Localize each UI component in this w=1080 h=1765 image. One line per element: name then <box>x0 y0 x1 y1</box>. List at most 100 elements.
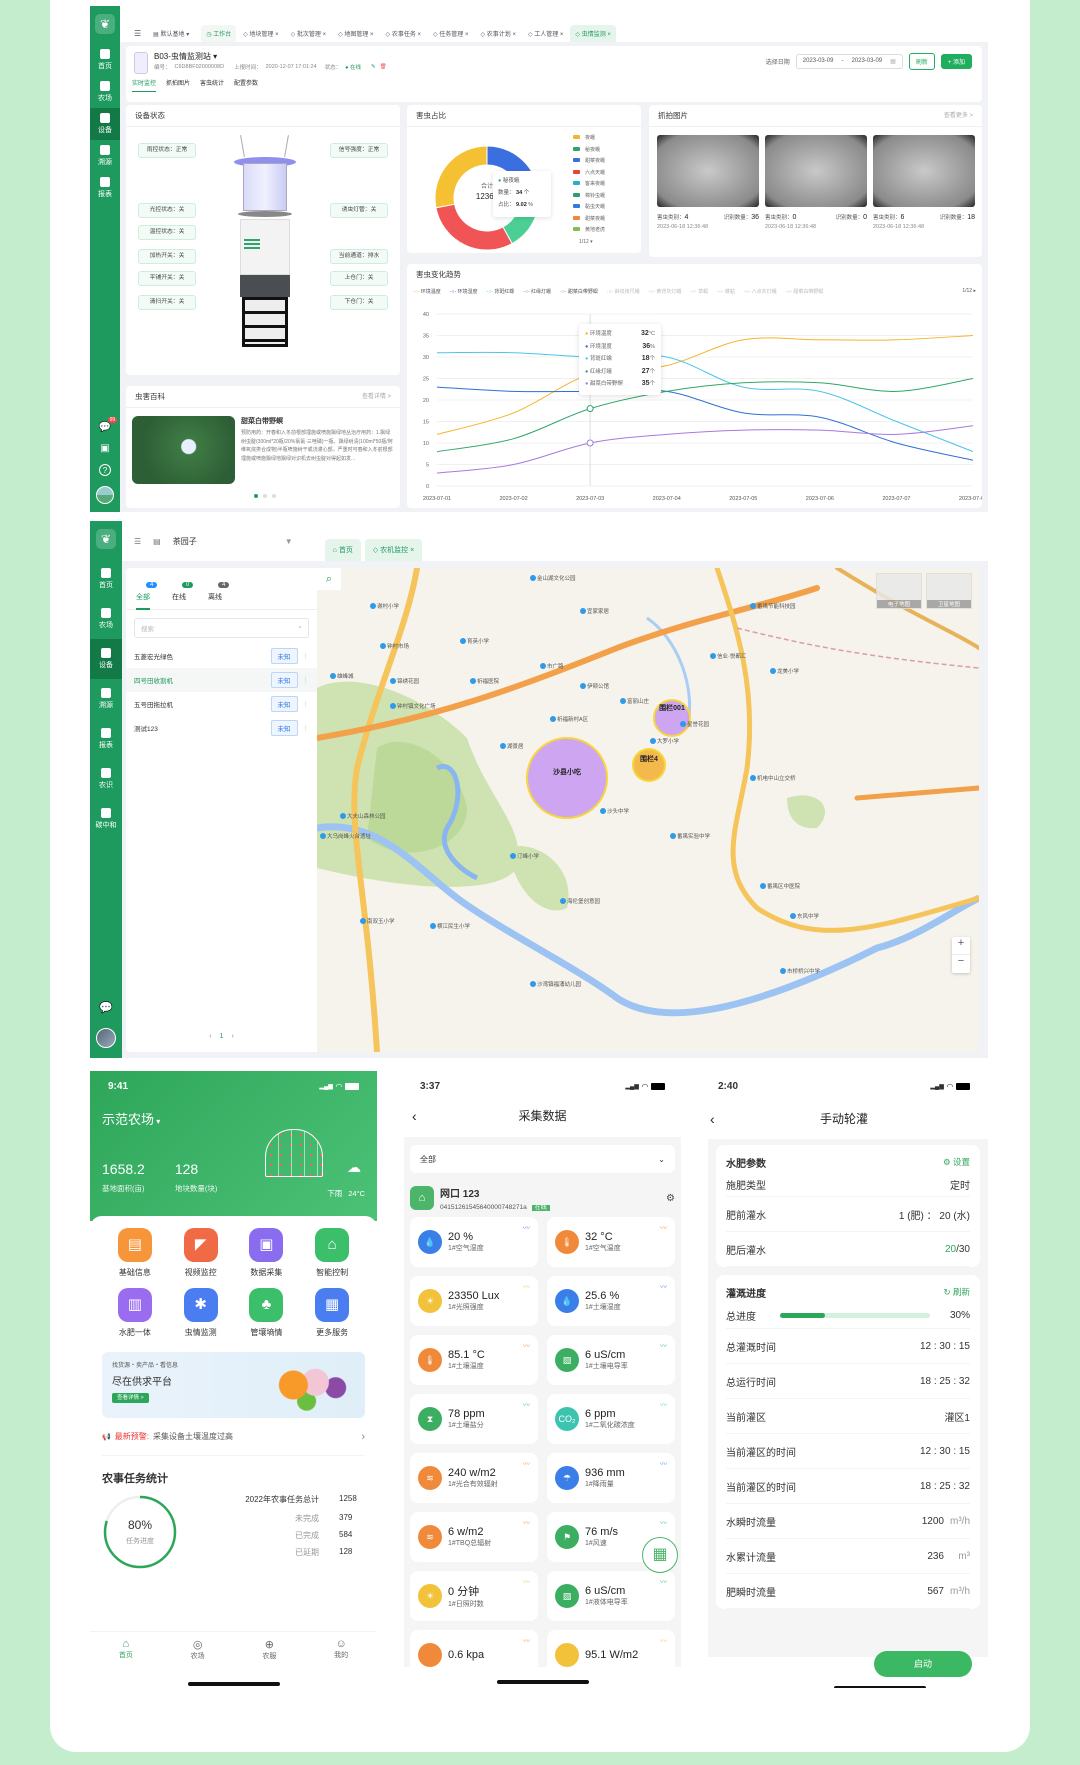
filter-tab-1[interactable]: 在线 0 <box>172 582 194 609</box>
tab-0[interactable]: ◷ 工作台 <box>201 25 237 42</box>
capture-photo[interactable] <box>657 135 759 207</box>
tab-3[interactable]: ◇ 地图管理 × <box>333 25 378 42</box>
sidebar-item-0[interactable]: 首页 <box>90 44 120 76</box>
tab-7[interactable]: ◇ 工人管理 × <box>523 25 568 42</box>
trend-icon[interactable]: 〰 <box>660 1520 667 1527</box>
chevron-down-icon[interactable]: ▼ <box>284 536 293 546</box>
trend-icon[interactable]: 〰 <box>523 1343 530 1350</box>
refresh-button[interactable]: ↻ 刷新 <box>944 1286 971 1298</box>
close-icon[interactable]: × <box>408 547 415 554</box>
trend-icon[interactable]: 〰 <box>523 1520 530 1527</box>
back-button[interactable]: ‹ <box>710 1111 715 1127</box>
legend-item-inactive[interactable]: -○- 甜菜白带野螟 <box>786 288 824 295</box>
prev-page-button[interactable]: ‹ <box>209 1033 212 1040</box>
chat-icon[interactable]: 💬 <box>99 1002 113 1014</box>
trend-icon[interactable]: 〰 <box>523 1402 530 1409</box>
sensor-card[interactable]: ⧗ 78 ppm 1#土壤盐分 〰 <box>410 1394 538 1444</box>
more-options-icon[interactable]: ⋮ <box>302 701 310 708</box>
sensor-card[interactable]: 🌡 85.1 °C 1#土壤温度 〰 <box>410 1335 538 1385</box>
app-shortcut[interactable]: ▥ 水肥一体 <box>102 1288 168 1338</box>
legend-item[interactable]: 黄地老虎 <box>573 225 605 237</box>
sensor-card[interactable]: 0.6 kpa 〰 <box>410 1630 538 1667</box>
capture-photo[interactable] <box>765 135 867 207</box>
machine-list-item[interactable]: 五菱宏光绿色 未知 ⋮ <box>126 644 317 668</box>
legend-item-inactive[interactable]: -○- 斜纹夜尺蛾 <box>607 288 640 295</box>
farm-selector[interactable]: 示范农场 ▾ <box>102 1109 160 1128</box>
date-from[interactable]: 2023-03-09 <box>802 58 834 64</box>
subtab-3[interactable]: 配置参数 <box>234 81 259 87</box>
legend-item-inactive[interactable]: -○- 草螟 <box>690 288 708 295</box>
map-layer-toggle-0[interactable]: 电子地图 <box>876 573 922 609</box>
menu-toggle-icon[interactable]: ☰ <box>134 536 142 546</box>
close-icon[interactable]: × <box>415 32 422 38</box>
trend-icon[interactable]: 〰 <box>660 1284 667 1291</box>
trend-icon[interactable]: 〰 <box>523 1579 530 1586</box>
zoom-out-button[interactable]: − <box>957 955 965 967</box>
geofence-circle[interactable] <box>526 737 608 819</box>
trend-icon[interactable]: 〰 <box>660 1225 667 1232</box>
trend-icon[interactable]: 〰 <box>523 1638 530 1645</box>
sensor-card[interactable]: ☀ 0 分钟 1#日照时数 〰 <box>410 1571 538 1621</box>
capture-photo[interactable] <box>873 135 975 207</box>
sidebar-item-1[interactable]: 农场 <box>90 599 122 639</box>
banner-button[interactable]: 查看详情 > <box>112 1393 149 1403</box>
legend-item[interactable]: -○- 环境湿度 <box>450 288 478 295</box>
view-more-link[interactable]: 查看更多 > <box>943 113 973 119</box>
carousel-dots[interactable] <box>254 494 276 498</box>
avatar[interactable] <box>96 486 114 504</box>
legend-item[interactable]: -○- 环境温度 <box>413 288 441 295</box>
refresh-button[interactable]: 刷新 <box>908 53 935 70</box>
next-page-button[interactable]: › <box>231 1033 234 1040</box>
supply-platform-banner[interactable]: 找货源・卖产品・看信息 尽在供求平台 查看详情 > <box>102 1352 365 1418</box>
sidebar-item-3[interactable]: 溯源 <box>90 679 122 719</box>
legend-item[interactable]: -○- 甜菜白带野螟 <box>560 288 598 295</box>
geofence-circle[interactable] <box>653 699 691 737</box>
sensor-card[interactable]: ≋ 6 w/m2 1#TBQ总辐射 〰 <box>410 1512 538 1562</box>
trend-icon[interactable]: 〰 <box>523 1461 530 1468</box>
message-button[interactable]: 💬 99 <box>99 417 118 433</box>
more-options-icon[interactable]: ⋮ <box>302 677 310 684</box>
sensor-card[interactable]: 💧 20 % 1#空气湿度 〰 <box>410 1217 538 1267</box>
trend-icon[interactable]: 〰 <box>660 1579 667 1586</box>
sidebar-item-3[interactable]: 溯源 <box>90 140 120 172</box>
settings-icon[interactable]: ⚙ <box>666 1192 675 1204</box>
machine-list-item[interactable]: 五号田拖拉机 未知 ⋮ <box>126 692 317 716</box>
sidebar-item-4[interactable]: 报表 <box>90 172 120 204</box>
help-icon[interactable]: ? <box>99 464 111 476</box>
tab-6[interactable]: ◇ 农事计划 × <box>475 25 520 42</box>
trend-icon[interactable]: 〰 <box>523 1284 530 1291</box>
start-button[interactable]: 启动 <box>874 1651 972 1677</box>
more-options-icon[interactable]: ⋮ <box>302 653 310 660</box>
sidebar-item-1[interactable]: 农场 <box>90 76 120 108</box>
date-range-picker[interactable]: 2023-03-09 - 2023-03-09 ▦ <box>795 54 903 69</box>
sensor-card[interactable]: 95.1 W/m2 〰 <box>547 1630 675 1667</box>
sidebar-item-6[interactable]: 碳中和 <box>90 799 122 839</box>
nav-item-3[interactable]: ☺ 我的 <box>334 1638 348 1661</box>
nav-item-2[interactable]: ⊕ 农服 <box>262 1638 276 1661</box>
base-selector[interactable]: ▤ 默认基地 ▾ <box>149 25 199 42</box>
alert-row[interactable]: 📢 最新预警: 采集设备土壤温度过高 › <box>102 1418 365 1456</box>
sensor-card[interactable]: ▧ 6 uS/cm 1#土壤电导率 〰 <box>547 1335 675 1385</box>
search-input[interactable]: 搜索 ⌕ <box>134 618 309 638</box>
current-page[interactable]: 1 <box>219 1033 224 1040</box>
tab-4[interactable]: ◇ 农事任务 × <box>381 25 426 42</box>
close-icon[interactable]: × <box>510 32 516 38</box>
legend-item[interactable]: 棉铃虫蛾 <box>573 191 605 203</box>
capture-item[interactable]: 害虫类别：6 识别数量：18 2023-06-18 12:36:48 <box>873 135 975 230</box>
sidebar-item-5[interactable]: 农识 <box>90 759 122 799</box>
legend-item-inactive[interactable]: -○- 蝼蛄 <box>717 288 735 295</box>
edit-icon[interactable]: ✎ <box>371 64 376 70</box>
trend-icon[interactable]: 〰 <box>523 1225 530 1232</box>
legend-item[interactable]: 六点天蛾 <box>573 168 605 180</box>
subtab-2[interactable]: 害虫统计 <box>200 81 225 87</box>
trend-icon[interactable]: 〰 <box>660 1343 667 1350</box>
app-shortcut[interactable]: ⌂ 智能控制 <box>299 1228 365 1278</box>
sidebar-item-2[interactable]: 设备 <box>90 639 122 679</box>
trend-icon[interactable]: 〰 <box>660 1402 667 1409</box>
tab-1[interactable]: ◇ 地块管理 × <box>238 25 283 42</box>
back-button[interactable]: ‹ <box>412 1108 417 1124</box>
legend-item-inactive[interactable]: -○- 八点灰灯蛾 <box>744 288 777 295</box>
sensor-card[interactable]: ☂ 936 mm 1#降雨量 〰 <box>547 1453 675 1503</box>
legend-item[interactable]: 黏虫天蛾 <box>573 202 605 214</box>
